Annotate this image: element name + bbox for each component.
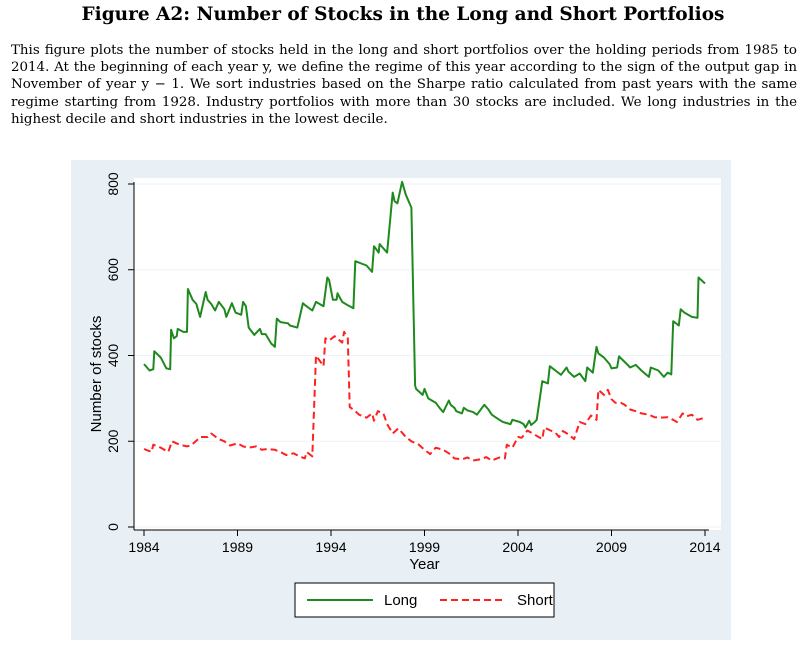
legend-label-long: Long <box>384 592 417 609</box>
x-tick-label-2009: 2009 <box>596 539 627 555</box>
series-line-short <box>143 330 706 462</box>
y-tick-label-200: 200 <box>105 429 121 453</box>
y-tick-label-0: 0 <box>105 523 121 531</box>
chart-panel: 0 200 400 600 800 1984 1989 1994 1999 2004 2009 201… <box>71 160 731 640</box>
x-tick-label-2014: 2014 <box>689 539 720 555</box>
x-tick-label-1999: 1999 <box>409 539 440 555</box>
series-line-long <box>143 180 706 429</box>
y-tick-label-800: 800 <box>105 172 121 196</box>
y-axis-title: Number of stocks <box>88 316 105 433</box>
x-tick-label-1994: 1994 <box>315 539 346 555</box>
legend-label-short: Short <box>517 592 554 609</box>
figure-caption: This figure plots the number of stocks h… <box>11 43 797 127</box>
figure-title: Figure A2: Number of Stocks in the Long … <box>81 4 725 25</box>
y-tick-label-600: 600 <box>105 258 121 282</box>
x-tick-label-2004: 2004 <box>502 539 533 555</box>
x-tick-label-1989: 1989 <box>222 539 253 555</box>
x-axis-title: Year <box>409 556 439 573</box>
line-chart: 0 200 400 600 800 1984 1989 1994 1999 2004 2009 201… <box>88 172 721 618</box>
y-tick-label-400: 400 <box>105 344 121 368</box>
plot-area <box>134 178 721 530</box>
x-tick-label-1984: 1984 <box>128 539 159 555</box>
